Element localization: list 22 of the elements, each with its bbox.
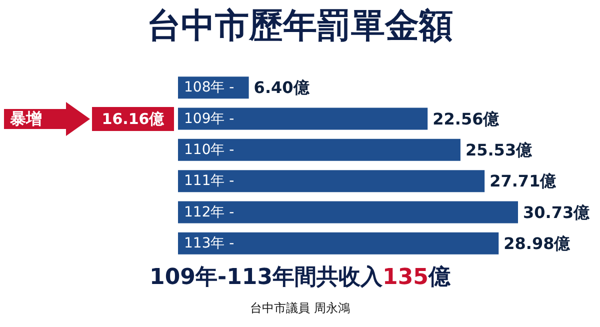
text: 16.16億: [92, 106, 174, 131]
chart-title: 台中市歷年罰單金額: [147, 6, 453, 46]
text: 台中市議員 周永鴻: [249, 300, 351, 317]
text: 暴增: [10, 108, 42, 129]
y-tick-label: 109年 -: [184, 110, 234, 127]
data-label: 27.71億: [490, 172, 558, 191]
bar: [178, 170, 485, 192]
text: 109年-113年間共收入135億: [150, 265, 450, 290]
y-tick-label: 111年 -: [184, 173, 234, 190]
data-label: 22.56億: [432, 109, 500, 128]
bar: [178, 201, 518, 224]
y-tick-label: 113年 -: [184, 235, 234, 252]
bar: [178, 138, 460, 161]
y-tick-label: 108年 -: [184, 80, 234, 96]
y-tick-label: 110年 -: [184, 142, 234, 158]
data-label: 30.73億: [523, 202, 591, 222]
data-label: 28.98億: [504, 234, 572, 253]
data-label: 6.40億: [254, 78, 310, 98]
y-tick-label: 112年 -: [184, 204, 234, 220]
bar: [178, 232, 499, 254]
bar: [178, 108, 428, 130]
data-label: 25.53億: [465, 140, 534, 160]
